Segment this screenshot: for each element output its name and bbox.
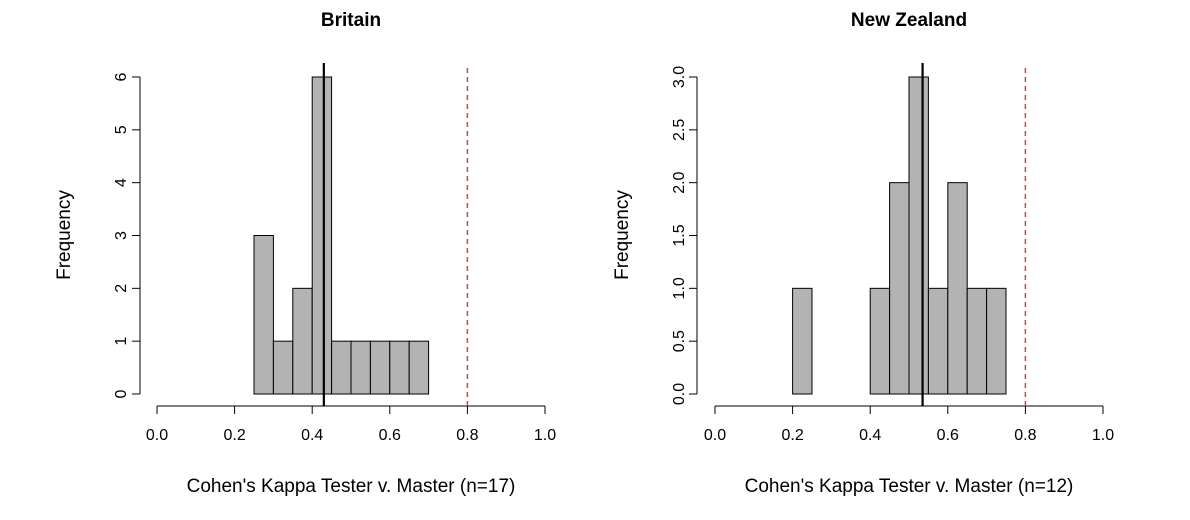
chart-title: New Zealand	[851, 10, 967, 31]
histogram-bar	[869, 287, 891, 395]
y-tick-label: 2.5	[671, 119, 688, 141]
britain-histogram-panel: Britain Cohen's Kappa Tester v. Master (…	[54, 10, 556, 497]
y-tick-label: 0	[113, 389, 130, 398]
histogram-bar	[331, 340, 352, 395]
y-tick-label: 3	[113, 231, 130, 240]
x-tick-label: 0.8	[456, 427, 478, 444]
y-tick-label: 1	[113, 337, 130, 346]
x-tick-label: 0.2	[781, 427, 803, 444]
new-zealand-histogram-panel: New Zealand Cohen's Kappa Tester v. Mast…	[612, 10, 1114, 497]
x-tick-label: 0.6	[937, 427, 959, 444]
histogram-bar	[369, 340, 391, 395]
x-tick-label: 0.4	[301, 427, 323, 444]
histogram-bar	[389, 340, 410, 395]
x-tick-label: 0.0	[704, 427, 726, 444]
histogram-bar	[253, 235, 274, 395]
x-tick-label: 0.6	[379, 427, 401, 444]
histogram-bar	[350, 340, 371, 395]
histogram-bar	[947, 182, 968, 395]
y-tick-label: 0.5	[671, 330, 688, 352]
y-axis-label: Frequency	[612, 190, 633, 280]
histogram-bar	[792, 287, 813, 395]
y-tick-label: 4	[113, 178, 130, 187]
y-tick-label: 2	[113, 284, 130, 293]
x-axis-label: Cohen's Kappa Tester v. Master (n=17)	[187, 476, 516, 497]
chart-title: Britain	[321, 10, 381, 31]
histogram-bar	[927, 287, 949, 395]
y-axis-label: Frequency	[54, 190, 75, 280]
histogram-bar	[292, 287, 313, 395]
x-tick-label: 1.0	[534, 427, 556, 444]
y-tick-label: 2.0	[671, 171, 688, 193]
y-tick-label: 3.0	[671, 66, 688, 88]
x-axis-label: Cohen's Kappa Tester v. Master (n=12)	[745, 476, 1074, 497]
y-tick-label: 5	[113, 125, 130, 134]
x-tick-label: 0.0	[146, 427, 168, 444]
histogram-bar	[966, 287, 988, 395]
histogram-bar	[889, 182, 910, 395]
x-tick-label: 0.4	[859, 427, 881, 444]
x-tick-label: 0.8	[1014, 427, 1036, 444]
histogram-bar	[311, 76, 333, 395]
y-tick-label: 1.5	[671, 224, 688, 246]
histogram-bar	[408, 340, 430, 395]
y-tick-label: 0.0	[671, 383, 688, 405]
histogram-bar	[908, 76, 929, 395]
x-tick-label: 1.0	[1092, 427, 1114, 444]
x-tick-label: 0.2	[223, 427, 245, 444]
histogram-bar	[272, 340, 294, 395]
histogram-bar	[986, 287, 1007, 395]
y-tick-label: 1.0	[671, 277, 688, 299]
y-tick-label: 6	[113, 72, 130, 81]
